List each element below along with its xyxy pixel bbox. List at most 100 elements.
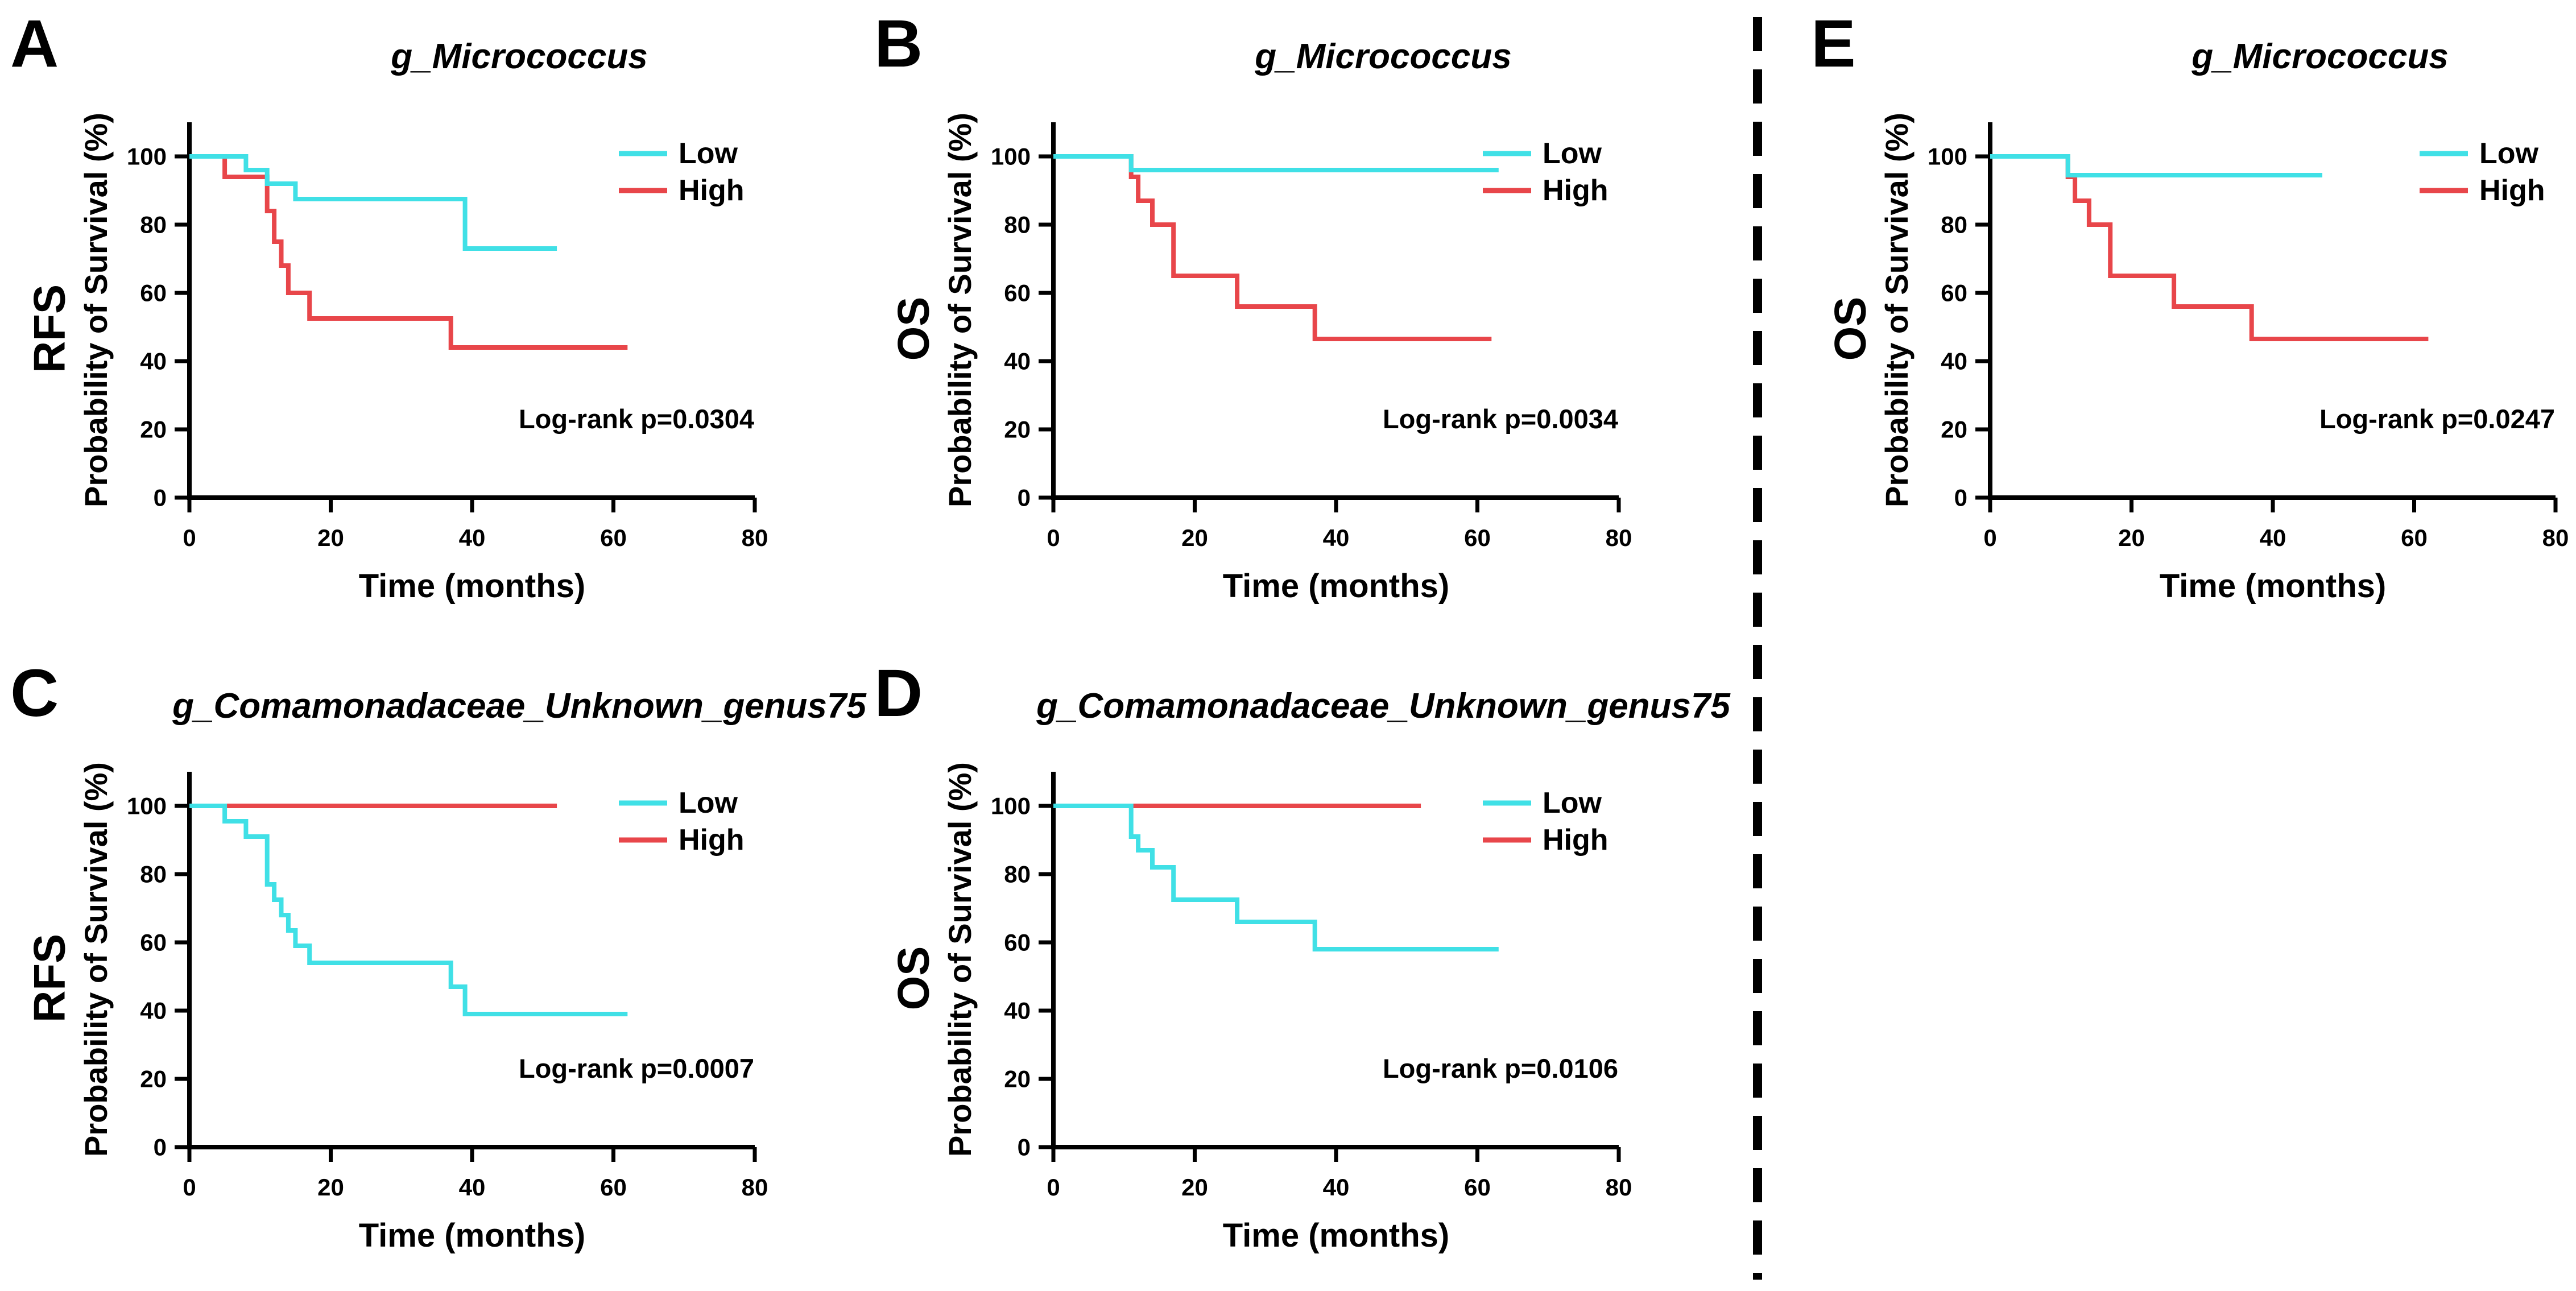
y-axis-label: Probability of Survival (%) <box>942 113 978 507</box>
panel-title: g_Micrococcus <box>1254 37 1511 76</box>
x-axis-label: Time (months) <box>1223 568 1450 605</box>
x-tick-label: 60 <box>600 1174 627 1201</box>
log-rank-pvalue: Log-rank p=0.0034 <box>1383 404 1618 434</box>
y-tick-label: 80 <box>1004 212 1031 238</box>
legend-label-high: High <box>1543 824 1609 856</box>
x-tick-label: 0 <box>183 524 196 551</box>
y-axis-label: Probability of Survival (%) <box>942 762 978 1157</box>
x-tick-label: 80 <box>742 524 768 551</box>
y-tick-label: 20 <box>1941 416 1967 443</box>
y-tick-label: 20 <box>1004 416 1031 443</box>
log-rank-pvalue: Log-rank p=0.0007 <box>519 1053 754 1083</box>
y-tick-label: 60 <box>140 280 167 307</box>
log-rank-pvalue: Log-rank p=0.0106 <box>1383 1053 1618 1083</box>
legend-label-low: Low <box>2479 137 2539 170</box>
legend-label-low: Low <box>679 137 738 170</box>
curve-low <box>1990 154 2322 177</box>
x-tick-label: 40 <box>1323 524 1350 551</box>
y-tick-label: 20 <box>140 1066 167 1093</box>
panel-title: g_Comamonadaceae_Unknown_genus75 <box>1036 686 1731 726</box>
legend-label-low: Low <box>679 787 738 820</box>
x-tick-label: 60 <box>1464 1174 1491 1201</box>
y-tick-label: 40 <box>1004 998 1031 1024</box>
curve-low <box>189 154 557 251</box>
panel-title: g_Comamonadaceae_Unknown_genus75 <box>172 686 867 726</box>
y-tick-label: 100 <box>1928 143 1967 170</box>
x-tick-label: 80 <box>1606 524 1632 551</box>
legend-label-high: High <box>1543 174 1609 207</box>
x-axis-label: Time (months) <box>2160 568 2387 605</box>
legend-label-high: High <box>679 824 745 856</box>
y-tick-label: 0 <box>1018 1134 1031 1161</box>
panel-letter: D <box>874 656 923 731</box>
x-tick-label: 20 <box>1181 1174 1208 1201</box>
curve-low <box>1053 804 1499 951</box>
x-tick-label: 60 <box>2401 524 2428 551</box>
y-tick-label: 40 <box>1004 348 1031 375</box>
x-tick-label: 80 <box>2542 524 2569 551</box>
panel-letter: C <box>10 656 59 731</box>
x-tick-label: 20 <box>2118 524 2145 551</box>
x-axis-label: Time (months) <box>359 568 586 605</box>
y-tick-label: 20 <box>140 416 167 443</box>
y-tick-label: 100 <box>991 143 1031 170</box>
panel-title: g_Micrococcus <box>390 37 647 76</box>
x-tick-label: 20 <box>317 524 344 551</box>
x-tick-label: 20 <box>1181 524 1208 551</box>
x-tick-label: 0 <box>1047 1174 1060 1201</box>
legend-label-low: Low <box>1543 137 1602 170</box>
y-tick-label: 0 <box>1018 485 1031 511</box>
y-tick-label: 40 <box>1941 348 1967 375</box>
y-tick-label: 60 <box>1941 280 1967 307</box>
endpoint-label: OS <box>888 946 938 1011</box>
x-tick-label: 60 <box>1464 524 1491 551</box>
legend-label-low: Low <box>1543 787 1602 820</box>
y-tick-label: 60 <box>1004 929 1031 956</box>
x-tick-label: 60 <box>600 524 627 551</box>
endpoint-label: OS <box>888 297 938 361</box>
y-tick-label: 100 <box>991 793 1031 820</box>
x-tick-label: 20 <box>317 1174 344 1201</box>
legend-label-high: High <box>679 174 745 207</box>
y-axis-label: Probability of Survival (%) <box>78 113 114 507</box>
y-tick-label: 80 <box>140 861 167 888</box>
panel-letter: B <box>874 6 923 81</box>
y-tick-label: 60 <box>1004 280 1031 307</box>
endpoint-label: RFS <box>24 284 75 373</box>
x-axis-label: Time (months) <box>1223 1217 1450 1254</box>
x-tick-label: 0 <box>1047 524 1060 551</box>
x-tick-label: 0 <box>183 1174 196 1201</box>
y-tick-label: 80 <box>140 212 167 238</box>
x-tick-label: 40 <box>459 524 486 551</box>
curve-high <box>189 154 628 350</box>
log-rank-pvalue: Log-rank p=0.0304 <box>519 404 754 434</box>
y-tick-label: 0 <box>154 485 167 511</box>
x-tick-label: 40 <box>2260 524 2286 551</box>
x-axis-label: Time (months) <box>359 1217 586 1254</box>
panel-letter: E <box>1811 6 1856 81</box>
curve-high <box>1053 154 1492 341</box>
y-tick-label: 100 <box>127 793 167 820</box>
y-tick-label: 0 <box>1954 485 1967 511</box>
y-tick-label: 40 <box>140 348 167 375</box>
panel-letter: A <box>10 6 59 81</box>
curve-low <box>189 804 628 1016</box>
y-tick-label: 80 <box>1004 861 1031 888</box>
x-tick-label: 40 <box>459 1174 486 1201</box>
legend-label-high: High <box>2479 174 2545 207</box>
y-tick-label: 100 <box>127 143 167 170</box>
x-tick-label: 80 <box>742 1174 768 1201</box>
endpoint-label: RFS <box>24 934 75 1023</box>
y-tick-label: 40 <box>140 998 167 1024</box>
y-axis-label: Probability of Survival (%) <box>1879 113 1915 507</box>
x-tick-label: 80 <box>1606 1174 1632 1201</box>
y-tick-label: 60 <box>140 929 167 956</box>
x-tick-label: 0 <box>1983 524 1996 551</box>
log-rank-pvalue: Log-rank p=0.0247 <box>2319 404 2555 434</box>
